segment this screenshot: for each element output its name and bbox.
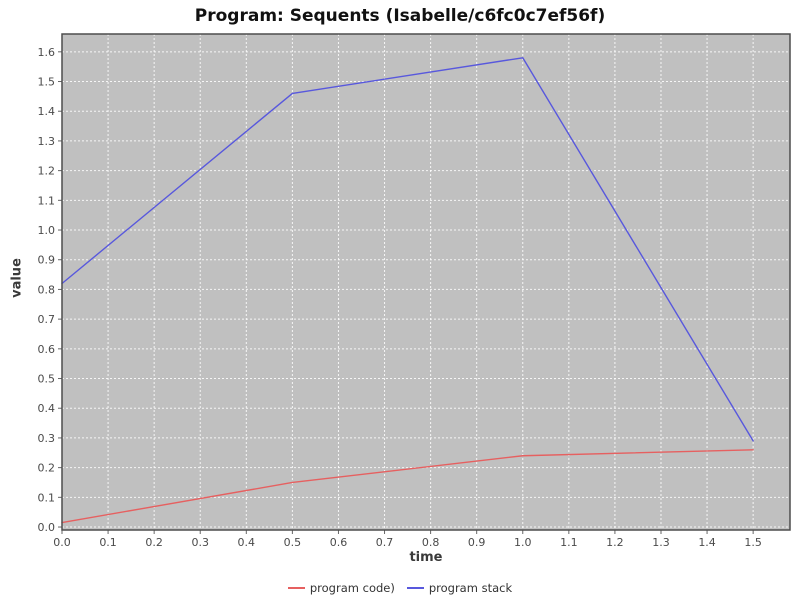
y-tick-label: 0.9 <box>38 254 56 267</box>
y-tick-label: 0.0 <box>38 521 56 534</box>
plot-background <box>62 34 790 530</box>
y-tick-label: 0.8 <box>38 283 56 296</box>
legend-line-swatch-red <box>287 587 305 589</box>
y-tick-label: 0.2 <box>38 462 56 475</box>
x-tick-label: 0.1 <box>99 536 117 549</box>
y-tick-label: 1.5 <box>38 76 56 89</box>
x-tick-label: 0.0 <box>53 536 71 549</box>
x-tick-label: 0.9 <box>468 536 486 549</box>
y-tick-label: 1.2 <box>38 165 56 178</box>
plot-frame <box>61 33 791 531</box>
x-tick-label: 1.4 <box>698 536 716 549</box>
x-tick-label: 0.2 <box>145 536 163 549</box>
x-tick-label: 0.5 <box>284 536 302 549</box>
series-line-program-code <box>61 449 754 524</box>
x-tick-label: 0.7 <box>376 536 394 549</box>
legend-line-swatch-blue <box>406 587 424 589</box>
legend-item-program-stack: program stack <box>406 581 513 595</box>
y-tick-label: 1.0 <box>38 224 56 237</box>
chart-title: Program: Sequents (Isabelle/c6fc0c7ef56f… <box>194 6 606 26</box>
x-tick-label: 1.0 <box>514 536 532 549</box>
x-tick-label: 1.3 <box>652 536 670 549</box>
y-tick-label: 0.7 <box>38 313 56 326</box>
legend: program code) program stack <box>0 581 800 595</box>
x-tick-label: 0.3 <box>191 536 209 549</box>
legend-label-program-stack: program stack <box>428 581 513 595</box>
x-tick-label: 1.1 <box>560 536 578 549</box>
x-tick-label: 1.2 <box>606 536 624 549</box>
x-tick-label: 0.4 <box>238 536 256 549</box>
legend-label-program-code: program code) <box>309 581 395 595</box>
y-tick-label: 1.6 <box>38 46 56 59</box>
x-tick-label: 1.5 <box>744 536 762 549</box>
y-tick-label: 0.3 <box>38 432 56 445</box>
x-tick-label: 0.6 <box>330 536 348 549</box>
y-tick-label: 0.4 <box>38 402 56 415</box>
y-tick-label: 1.1 <box>38 194 56 207</box>
y-tick-label: 0.6 <box>38 343 56 356</box>
legend-item-program-code: program code) <box>287 581 395 595</box>
x-tick-label: 0.8 <box>422 536 440 549</box>
y-tick-label: 0.1 <box>38 491 56 504</box>
y-tick-label: 1.3 <box>38 135 56 148</box>
y-tick-label: 0.5 <box>38 373 56 386</box>
series-line-program-stack <box>61 57 754 442</box>
y-tick-label: 1.4 <box>38 105 56 118</box>
x-axis-title: time <box>409 550 443 565</box>
y-axis-title: value <box>9 258 25 298</box>
